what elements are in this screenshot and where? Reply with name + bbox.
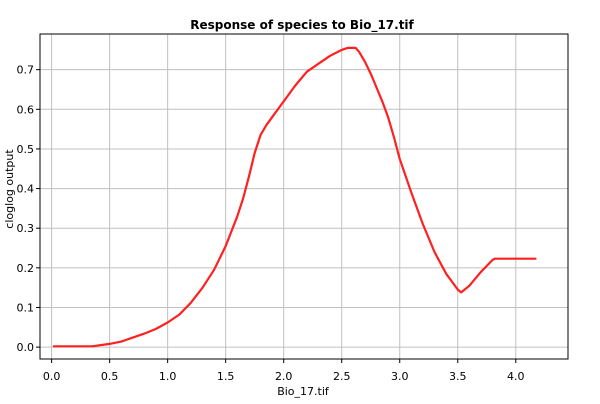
- y-tick-label: 0.1: [17, 301, 35, 314]
- y-axis-title: cloglog output: [3, 149, 16, 229]
- x-tick-label: 2.0: [275, 370, 293, 383]
- y-tick-label: 0.4: [17, 183, 35, 196]
- y-tick-label: 0.5: [17, 143, 35, 156]
- x-tick-label: 2.5: [333, 370, 351, 383]
- x-tick-label: 3.5: [449, 370, 467, 383]
- x-tick-label: 0.0: [43, 370, 61, 383]
- x-tick-label: 4.0: [507, 370, 525, 383]
- axis-ticks: 0.0 0.5 1.0 1.5 2.0 2.5 3.0 3.5 4.0 0.0 0.1 0.2 0.3 0…: [17, 64, 525, 383]
- grid: [40, 34, 568, 359]
- x-tick-label: 3.0: [391, 370, 409, 383]
- y-tick-label: 0.2: [17, 262, 35, 275]
- y-tick-label: 0.7: [17, 64, 35, 77]
- x-tick-label: 1.0: [159, 370, 177, 383]
- y-tick-label: 0.6: [17, 103, 35, 116]
- plot-frame: [39, 33, 569, 360]
- y-tick-label: 0.3: [17, 222, 35, 235]
- series-line-0: [52, 46, 537, 348]
- y-tick-label: 0.0: [17, 341, 35, 354]
- x-axis-title: Bio_17.tif: [277, 385, 330, 398]
- x-tick-label: 1.5: [217, 370, 235, 383]
- x-tick-label: 0.5: [101, 370, 119, 383]
- series-layer: [52, 46, 537, 348]
- chart-title: Response of species to Bio_17.tif: [190, 18, 414, 33]
